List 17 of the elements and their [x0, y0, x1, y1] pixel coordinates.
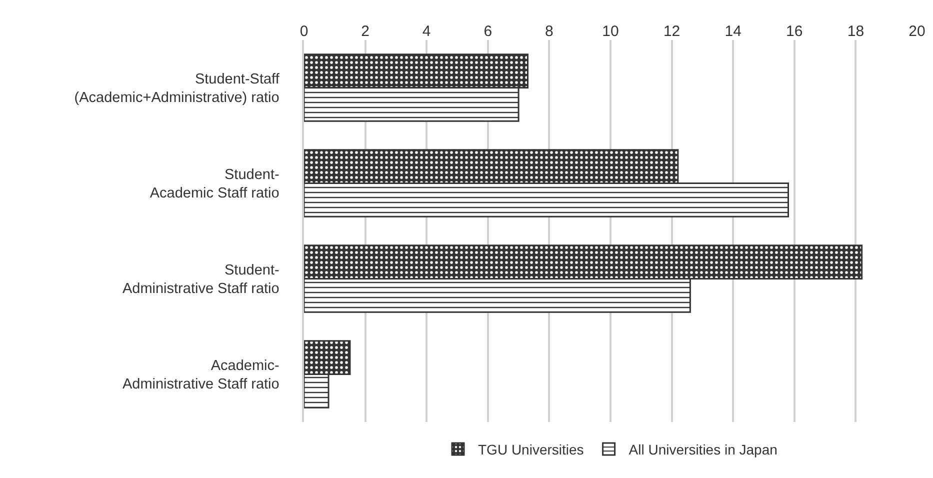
text: All Universities in Japan: [628, 442, 778, 458]
y-tick-label: Student- Administrative Staff ratio: [122, 262, 280, 298]
x-tick-label: 2: [361, 23, 370, 40]
y-tick-label: Student-Staff (Academic+Administrative) ratio: [74, 71, 280, 106]
x-tick-label: 6: [484, 23, 492, 40]
x-tick-label: 18: [847, 23, 864, 40]
x-tick-label: 12: [663, 23, 680, 40]
y-tick-label: Academic- Administrative Staff ratio: [122, 358, 280, 393]
y-tick-label: Student- Academic Staff ratio: [150, 166, 280, 202]
x-tick-label: 4: [422, 23, 431, 40]
x-tick-label: 14: [724, 23, 742, 40]
x-tick-label: 10: [602, 23, 619, 40]
x-tick-label: 0: [300, 23, 308, 40]
x-tick-label: 20: [908, 23, 926, 40]
x-tick-label: 8: [545, 23, 554, 40]
text: TGU Universities: [478, 442, 584, 458]
x-tick-label: 16: [786, 23, 803, 40]
